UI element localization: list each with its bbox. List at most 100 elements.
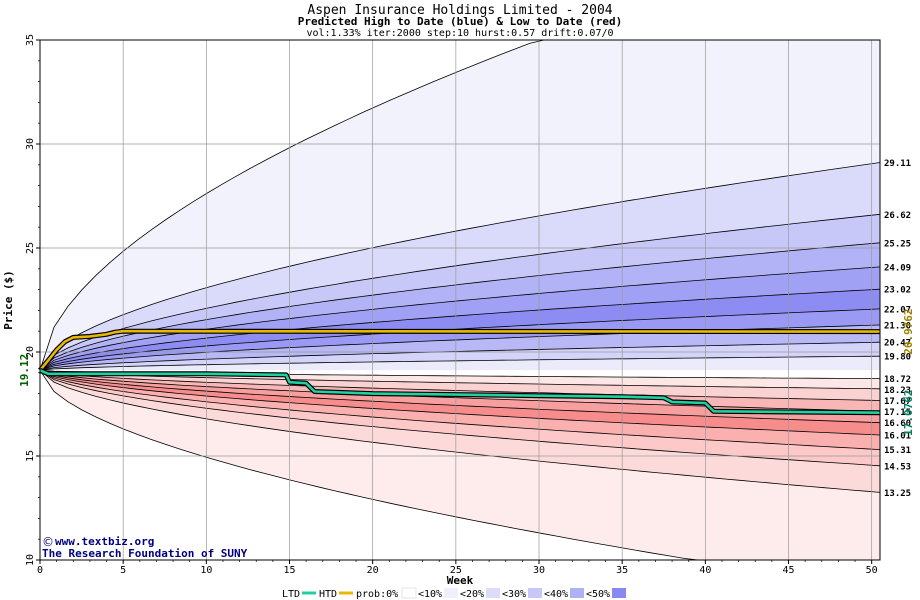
band-boundary-8: [39, 341, 881, 371]
legend-htd-label: HTD: [319, 589, 337, 600]
x-tick-label-20: 20: [367, 565, 379, 576]
band-end-label-8: 19.80: [884, 353, 911, 363]
low-band-7: [40, 370, 880, 466]
low-band-8: [40, 370, 880, 493]
low-band-6: [40, 370, 880, 450]
y-tick-label-25: 25: [25, 242, 36, 254]
high-band-1: [40, 162, 880, 371]
band-boundary-5: [39, 288, 881, 371]
legend-swatch-5: [612, 588, 626, 598]
ltd-end-label: 17.0762: [902, 390, 915, 436]
legend-item-label-3: <40%: [544, 589, 568, 600]
x-axis-label: Week: [447, 574, 474, 587]
htd-end-label: 20.9762: [902, 308, 915, 354]
legend-item-label-0: <10%: [418, 589, 442, 600]
band-end-label-13: 16.60: [884, 419, 911, 429]
band-end-label-3: 24.09: [884, 263, 911, 273]
band-boundary-2: [39, 213, 881, 371]
chart-subtitle: Predicted High to Date (blue) & Low to D…: [298, 15, 623, 28]
credit-block: © www.textbiz.org The Research Foundatio…: [42, 535, 248, 560]
credit-site: www.textbiz.org: [55, 535, 154, 548]
high-band-0: [40, 40, 880, 371]
band-end-label-1: 26.62: [884, 211, 911, 221]
x-tick-label-15: 15: [283, 565, 295, 576]
chart-params: vol:1.33% iter:2000 step:10 hurst:0.57 d…: [306, 28, 613, 39]
x-tick-label-35: 35: [616, 565, 628, 576]
htd-ltd-series: [38, 328, 881, 416]
band-end-label-17: 13.25: [884, 489, 911, 499]
band-boundary-11: [39, 369, 881, 390]
high-band-2: [40, 214, 880, 371]
band-boundary-15: [39, 369, 881, 436]
x-tick-label-5: 5: [120, 565, 126, 576]
high-band-5: [40, 289, 880, 371]
legend-item-label-4: <50%: [586, 589, 610, 600]
band-boundary-12: [39, 369, 881, 401]
band-boundary-16: [39, 369, 881, 450]
x-tick-label-30: 30: [533, 565, 545, 576]
high-band-3: [40, 242, 880, 371]
band-end-label-16: 14.53: [884, 462, 911, 472]
band-end-label-7: 20.47: [884, 339, 911, 349]
band-end-label-5: 22.07: [884, 305, 911, 315]
high-band-7: [40, 325, 880, 371]
legend-item-label-2: <30%: [502, 589, 526, 600]
band-boundary-18: [39, 369, 881, 493]
legend-swatch-0: [401, 587, 417, 599]
legend-prob-label: prob:0%: [356, 589, 398, 600]
chart-title: Aspen Insurance Holdings Limited - 2004: [307, 3, 612, 18]
x-tick-label-10: 10: [200, 565, 212, 576]
band-end-label-4: 23.02: [884, 286, 911, 296]
y-tick-label-35: 35: [25, 34, 36, 46]
band-end-label-0: 29.11: [884, 159, 911, 169]
band-end-label-10: 18.23: [884, 386, 911, 396]
low-band-9: [40, 370, 880, 560]
legend-swatch-3: [528, 588, 542, 598]
x-axis-ticks: 0 5 10 15 20 25 30 35 40 45 50: [37, 560, 878, 576]
start-price-label: 19.12: [18, 354, 31, 387]
y-tick-label-20: 20: [25, 346, 36, 358]
legend-swatch-2: [486, 588, 500, 598]
copyright-icon: ©: [42, 535, 54, 549]
band-boundary-13: [39, 369, 881, 412]
legend-swatch-1: [444, 588, 458, 598]
high-band-8: [40, 342, 880, 371]
x-tick-label-45: 45: [782, 565, 794, 576]
high-band-9: [40, 356, 880, 371]
band-end-label-2: 25.25: [884, 239, 911, 249]
legend-item-label-1: <20%: [460, 589, 484, 600]
legend-probability-items: <10% <20% <30% <40% <50%: [401, 587, 626, 600]
y-axis-label: Price ($): [2, 270, 15, 330]
x-tick-label-0: 0: [37, 565, 43, 576]
y-tick-label-15: 15: [25, 450, 36, 462]
band-boundary-17: [39, 369, 881, 467]
low-band-2: [40, 370, 880, 401]
band-end-labels: 29.11 26.62 25.25 24.09 23.02 22.07 21.30 20.47…: [884, 159, 911, 499]
band-boundary-14: [39, 369, 881, 424]
legend-ltd-label: LTD: [282, 589, 300, 600]
band-end-label-15: 15.31: [884, 446, 911, 456]
low-band-5: [40, 370, 880, 435]
band-end-label-6: 21.30: [884, 322, 911, 332]
y-tick-label-10: 10: [25, 554, 36, 566]
plot-frame: [39, 39, 881, 561]
y-tick-label-30: 30: [25, 138, 36, 150]
credit-org: The Research Foundation of SUNY: [42, 547, 248, 560]
x-tick-label-40: 40: [699, 565, 711, 576]
high-band-4: [40, 266, 880, 371]
y-axis-ticks: 10 15 20 25 30 35: [25, 34, 40, 566]
legend-swatch-4: [570, 588, 584, 598]
band-end-label-9: 18.72: [884, 375, 911, 385]
grid-lines: [40, 40, 880, 560]
band-boundary-9: [39, 355, 881, 371]
band-end-label-11: 17.67: [884, 397, 911, 407]
legend: LTD HTD prob:0% <10% <20% <30% <40% <50%: [282, 587, 626, 600]
band-boundary-1: [39, 162, 881, 371]
htd-line: [38, 329, 881, 372]
band-end-label-12: 17.15: [884, 408, 911, 418]
low-band-4: [40, 370, 880, 423]
band-end-label-14: 16.01: [884, 432, 911, 442]
x-tick-label-25: 25: [450, 565, 462, 576]
band-boundary-3: [39, 242, 881, 371]
